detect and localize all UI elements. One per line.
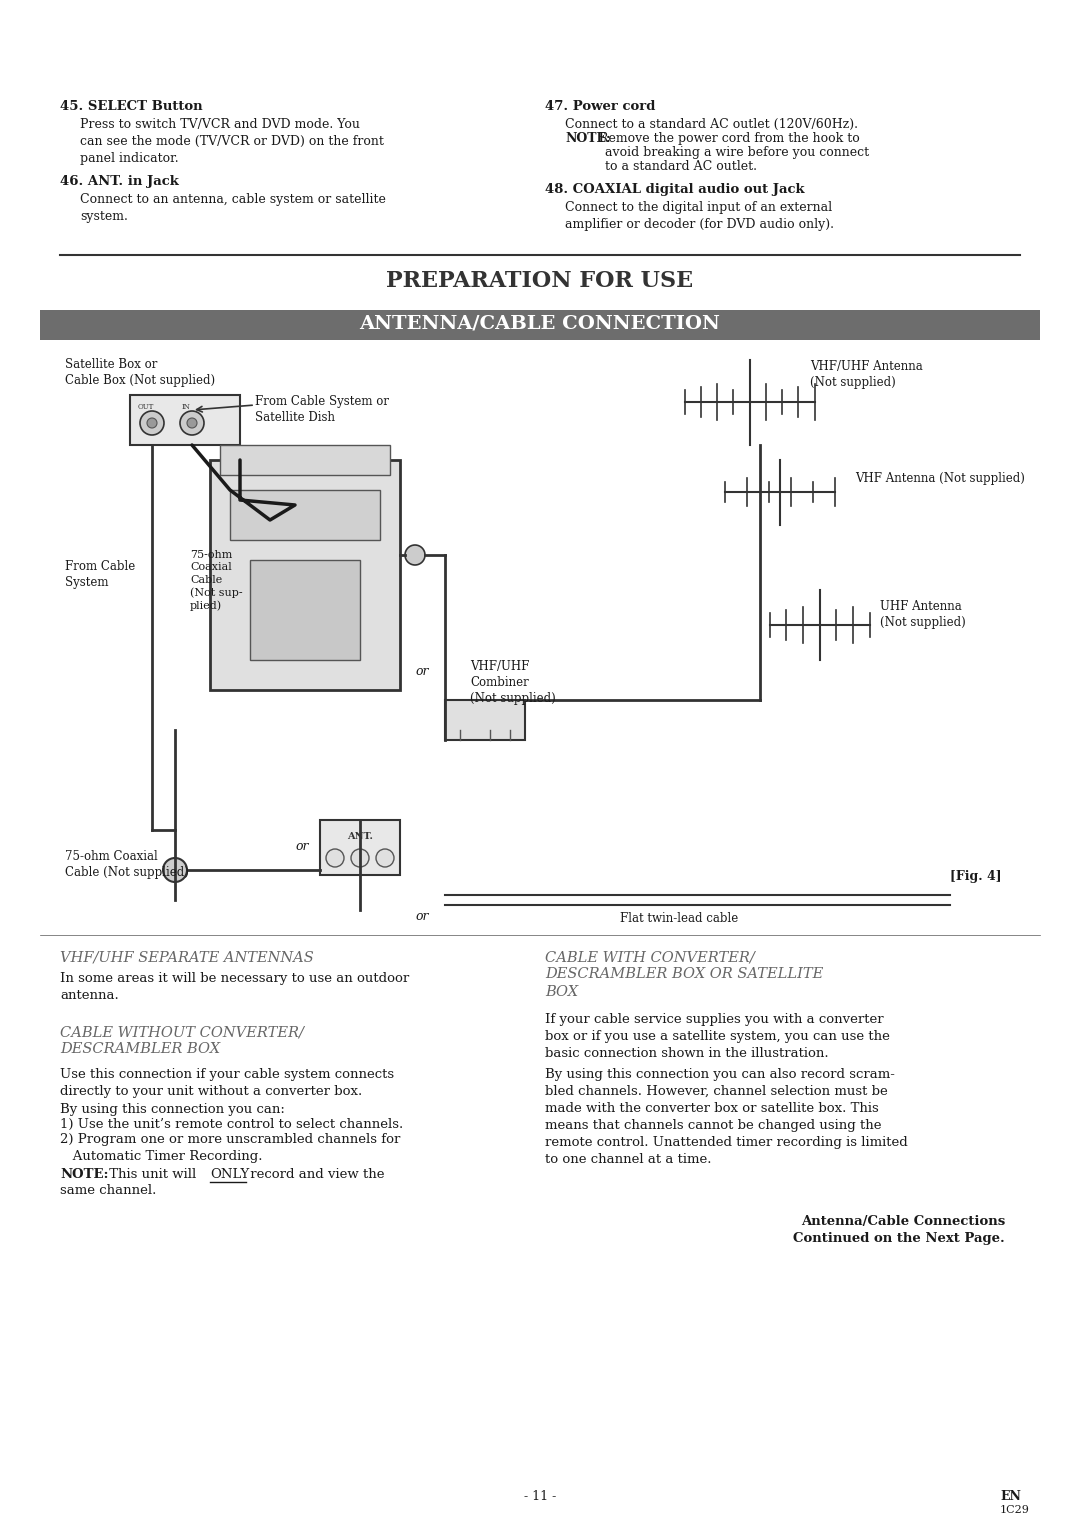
Text: Connect to a standard AC outlet (120V/60Hz).: Connect to a standard AC outlet (120V/60… — [565, 118, 858, 131]
Text: or: or — [415, 665, 429, 678]
Text: avoid breaking a wire before you connect: avoid breaking a wire before you connect — [605, 147, 869, 159]
Text: VHF Antenna (Not supplied): VHF Antenna (Not supplied) — [855, 472, 1025, 484]
Circle shape — [405, 545, 426, 565]
Text: Connect to an antenna, cable system or satellite
system.: Connect to an antenna, cable system or s… — [80, 193, 386, 223]
Text: From Cable System or
Satellite Dish: From Cable System or Satellite Dish — [255, 396, 389, 423]
Circle shape — [376, 850, 394, 866]
Text: From Cable
System: From Cable System — [65, 559, 135, 588]
Bar — [220, 445, 390, 475]
Text: 46. ANT. in Jack: 46. ANT. in Jack — [60, 176, 179, 188]
Text: 47. Power cord: 47. Power cord — [545, 99, 656, 113]
Text: 75-ohm
Coaxial
Cable
(Not sup-
plied): 75-ohm Coaxial Cable (Not sup- plied) — [190, 550, 243, 611]
Text: ANTENNA/CABLE CONNECTION: ANTENNA/CABLE CONNECTION — [360, 313, 720, 332]
Text: EN: EN — [1000, 1490, 1021, 1504]
Text: - 11 -: - 11 - — [524, 1490, 556, 1504]
Bar — [40, 310, 1040, 341]
Text: or: or — [415, 911, 429, 923]
Text: record and view the: record and view the — [246, 1167, 384, 1181]
Text: PREPARATION FOR USE: PREPARATION FOR USE — [387, 270, 693, 292]
Text: 1) Use the unit’s remote control to select channels.: 1) Use the unit’s remote control to sele… — [60, 1118, 403, 1131]
Circle shape — [163, 859, 187, 882]
Text: same channel.: same channel. — [60, 1184, 157, 1196]
Bar — [210, 460, 400, 691]
Text: to a standard AC outlet.: to a standard AC outlet. — [605, 160, 757, 173]
Text: [Fig. 4]: [Fig. 4] — [950, 869, 1001, 883]
Text: Satellite Box or
Cable Box (Not supplied): Satellite Box or Cable Box (Not supplied… — [65, 358, 215, 387]
Text: By using this connection you can also record scram-
bled channels. However, chan: By using this connection you can also re… — [545, 1068, 908, 1166]
Text: VHF/UHF
Combiner
(Not supplied): VHF/UHF Combiner (Not supplied) — [470, 660, 556, 704]
Text: 1C29: 1C29 — [1000, 1505, 1030, 1514]
Bar — [445, 700, 525, 740]
Bar — [320, 821, 400, 876]
Text: In some areas it will be necessary to use an outdoor
antenna.: In some areas it will be necessary to us… — [60, 972, 409, 1002]
Text: CABLE WITH CONVERTER/
DESCRAMBLER BOX OR SATELLITE
BOX: CABLE WITH CONVERTER/ DESCRAMBLER BOX OR… — [545, 950, 823, 999]
Bar — [249, 559, 360, 660]
Text: Use this connection if your cable system connects
directly to your unit without : Use this connection if your cable system… — [60, 1068, 394, 1099]
Circle shape — [351, 850, 369, 866]
Text: This unit will: This unit will — [105, 1167, 201, 1181]
Text: 45. SELECT Button: 45. SELECT Button — [60, 99, 203, 113]
Text: CABLE WITHOUT CONVERTER/
DESCRAMBLER BOX: CABLE WITHOUT CONVERTER/ DESCRAMBLER BOX — [60, 1025, 303, 1056]
Bar — [230, 490, 380, 539]
Text: Remove the power cord from the hook to: Remove the power cord from the hook to — [595, 131, 860, 145]
Text: VHF/UHF SEPARATE ANTENNAS: VHF/UHF SEPARATE ANTENNAS — [60, 950, 314, 964]
Text: NOTE:: NOTE: — [565, 131, 610, 145]
Text: or: or — [295, 840, 309, 853]
Text: ONLY: ONLY — [210, 1167, 249, 1181]
Text: Antenna/Cable Connections
Continued on the Next Page.: Antenna/Cable Connections Continued on t… — [793, 1215, 1005, 1245]
Text: 2) Program one or more unscrambled channels for
   Automatic Timer Recording.: 2) Program one or more unscrambled chann… — [60, 1132, 401, 1163]
Text: UHF Antenna
(Not supplied): UHF Antenna (Not supplied) — [880, 601, 966, 630]
Circle shape — [326, 850, 345, 866]
Text: NOTE:: NOTE: — [60, 1167, 108, 1181]
Text: Flat twin-lead cable: Flat twin-lead cable — [620, 912, 739, 924]
Text: 75-ohm Coaxial
Cable (Not supplied): 75-ohm Coaxial Cable (Not supplied) — [65, 850, 189, 879]
Circle shape — [187, 419, 197, 428]
Circle shape — [180, 411, 204, 435]
Text: VHF/UHF Antenna
(Not supplied): VHF/UHF Antenna (Not supplied) — [810, 361, 922, 390]
Circle shape — [140, 411, 164, 435]
Text: OUT: OUT — [138, 403, 154, 411]
Text: Press to switch TV/VCR and DVD mode. You
can see the mode (TV/VCR or DVD) on the: Press to switch TV/VCR and DVD mode. You… — [80, 118, 383, 165]
Text: By using this connection you can:: By using this connection you can: — [60, 1103, 285, 1115]
Text: ANT.: ANT. — [347, 833, 373, 840]
Bar — [130, 396, 240, 445]
Text: IN: IN — [183, 403, 191, 411]
Text: Connect to the digital input of an external
amplifier or decoder (for DVD audio : Connect to the digital input of an exter… — [565, 202, 834, 231]
Circle shape — [147, 419, 157, 428]
Text: 48. COAXIAL digital audio out Jack: 48. COAXIAL digital audio out Jack — [545, 183, 805, 196]
Text: If your cable service supplies you with a converter
box or if you use a satellit: If your cable service supplies you with … — [545, 1013, 890, 1060]
